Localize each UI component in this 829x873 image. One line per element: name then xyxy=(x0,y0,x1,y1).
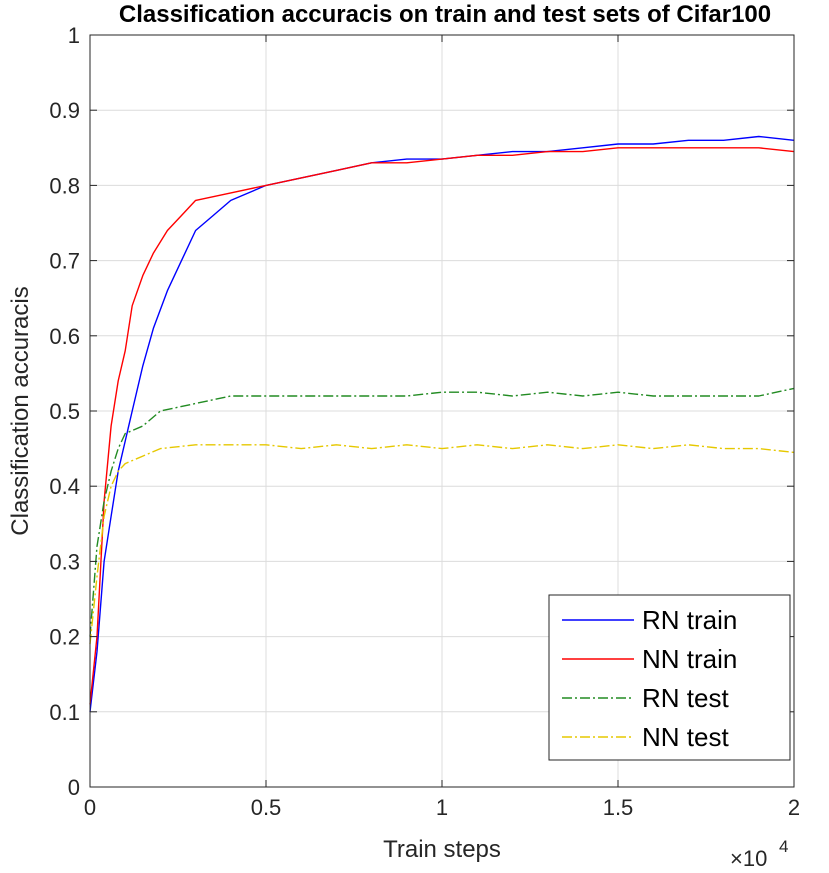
x-tick-label: 0.5 xyxy=(251,795,282,820)
x-tick-label: 1 xyxy=(436,795,448,820)
x-tick-label: 0 xyxy=(84,795,96,820)
series-line-nn-train xyxy=(89,147,795,705)
y-tick-label: 0 xyxy=(68,775,80,800)
y-tick-label: 1 xyxy=(68,23,80,48)
legend: RN train NN train RN test NN test xyxy=(548,594,791,761)
legend-label: NN test xyxy=(642,722,729,752)
x-multiplier: ×10 4 xyxy=(730,837,788,871)
legend-box xyxy=(548,594,791,761)
y-tick-label: 0.8 xyxy=(49,173,80,198)
ticks xyxy=(89,34,795,788)
grid xyxy=(90,35,794,787)
series-line-rn-test xyxy=(89,387,795,637)
x-multiplier-exp: 4 xyxy=(779,837,788,856)
y-axis-label: Classification accuracis xyxy=(7,286,34,535)
y-tick-label: 0.1 xyxy=(49,700,80,725)
y-tick-label: 0.4 xyxy=(49,474,80,499)
legend-label: RN test xyxy=(642,683,729,713)
y-tick-label: 0.5 xyxy=(49,399,80,424)
legend-label: NN train xyxy=(642,644,737,674)
tick-labels: 0 0.5 1 1.5 2 0 0.1 0.2 0.3 0.4 0.5 0.6 0.7 0.8 0.9 1 xyxy=(49,23,800,820)
x-tick-label: 2 xyxy=(788,795,800,820)
legend-label: RN train xyxy=(642,605,737,635)
x-tick-label: 1.5 xyxy=(603,795,634,820)
x-axis-label: Train steps xyxy=(383,836,501,863)
series-layer xyxy=(89,135,795,712)
chart-title: Classification accuracis on train and te… xyxy=(119,1,771,28)
y-tick-label: 0.7 xyxy=(49,249,80,274)
y-tick-label: 0.9 xyxy=(49,98,80,123)
y-tick-label: 0.2 xyxy=(49,625,80,650)
series-line-nn-test xyxy=(89,444,795,645)
y-tick-label: 0.3 xyxy=(49,549,80,574)
y-tick-label: 0.6 xyxy=(49,324,80,349)
x-multiplier-base: ×10 xyxy=(730,846,767,871)
